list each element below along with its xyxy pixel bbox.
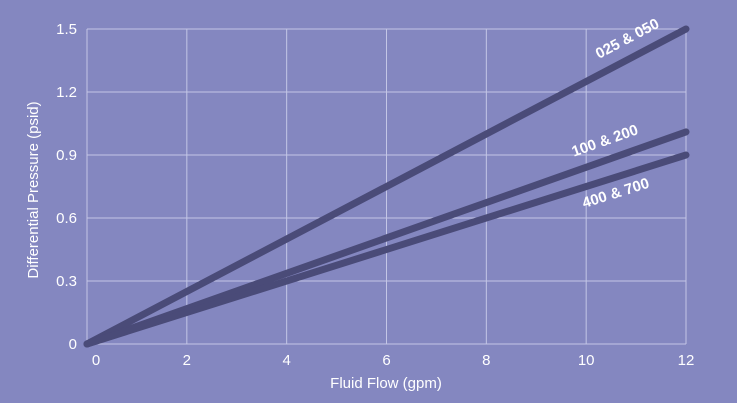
gridlines [86,28,687,345]
y-tick-label-4: 1.2 [56,84,77,101]
y-tick-label-0: 0 [69,336,77,353]
x-tick-label-2: 4 [282,352,290,369]
y-tick-label-3: 0.9 [56,147,77,164]
x-tick-label-0: 0 [92,352,100,369]
x-tick-label-1: 2 [183,352,191,369]
x-tick-label-5: 10 [578,352,595,369]
y-tick-labels: 0 0.3 0.6 0.9 1.2 1.5 [56,21,77,353]
series-line-2 [83,128,690,348]
x-tick-labels: 0 2 4 6 8 10 12 [92,352,695,369]
series-line-1 [83,25,690,348]
y-tick-label-2: 0.6 [56,210,77,227]
series-lines [83,25,690,348]
x-tick-label-4: 8 [482,352,490,369]
y-tick-label-1: 0.3 [56,273,77,290]
x-tick-label-3: 6 [382,352,390,369]
x-axis-title: Fluid Flow (gpm) [330,375,442,392]
y-tick-label-5: 1.5 [56,21,77,38]
series-line-3 [83,151,690,348]
x-tick-label-6: 12 [678,352,695,369]
y-axis-title: Differential Pressure (psid) [25,101,42,278]
